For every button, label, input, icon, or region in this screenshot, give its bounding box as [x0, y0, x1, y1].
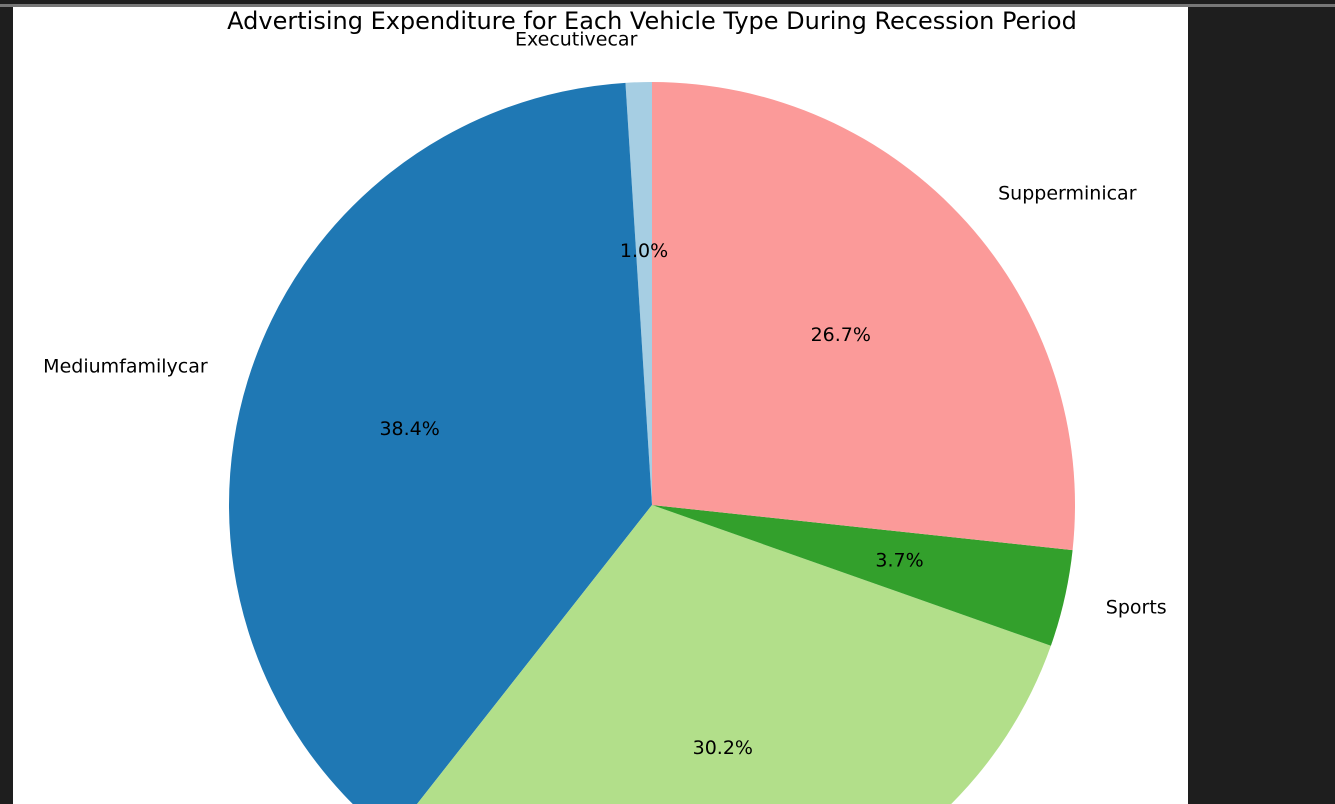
percent-label: 1.0%: [620, 240, 668, 262]
category-label: Mediumfamilycar: [43, 355, 208, 377]
percent-label: 30.2%: [693, 737, 753, 759]
pie-slice: [417, 505, 1051, 804]
percent-label: 26.7%: [811, 324, 871, 346]
pie-slice: [625, 82, 652, 505]
category-label: Supperminicar: [998, 183, 1137, 205]
pie-slice: [229, 82, 652, 804]
top-border: [0, 4, 1335, 7]
category-label: Executivecar: [515, 28, 638, 50]
category-label: Sports: [1106, 596, 1167, 618]
pie-slice: [652, 505, 1073, 646]
percent-label: 3.7%: [875, 550, 923, 572]
pie-chart: 1.0% Executivecar 38.4% Mediumfamilycar 30.2…: [43, 28, 1167, 804]
pie-slice: [652, 82, 1075, 551]
percent-label: 38.4%: [379, 418, 439, 440]
chart-title: Advertising Expenditure for Each Vehicle…: [227, 7, 1077, 35]
